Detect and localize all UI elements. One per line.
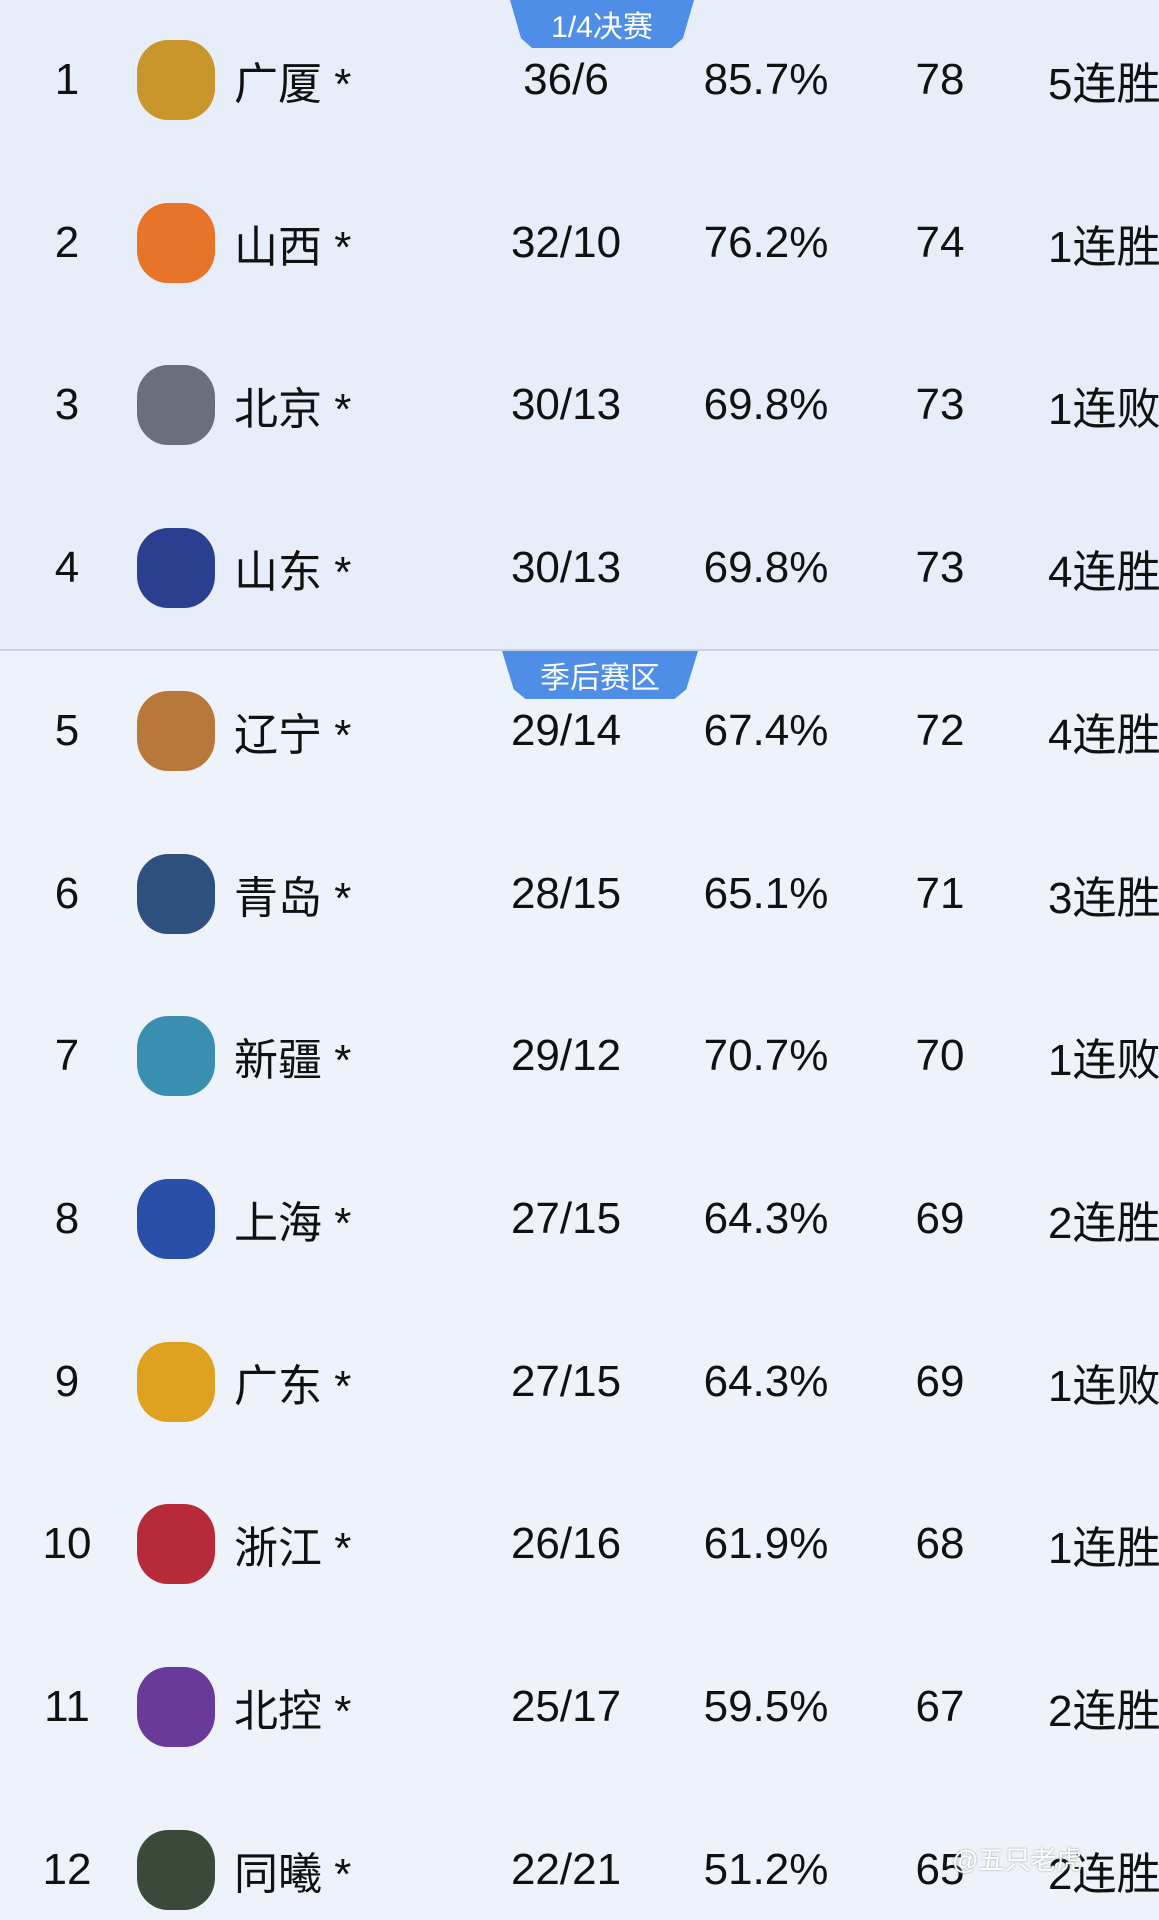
- team-name: 山西 *: [234, 222, 352, 272]
- quarterfinal-badge: 1/4决赛: [510, 0, 694, 48]
- table-row[interactable]: 6 青岛 * 28/15 65.1% 71 3连胜: [0, 844, 1159, 944]
- points: 73: [915, 380, 965, 430]
- team-logo-icon: [137, 1504, 215, 1585]
- win-pct: 64.3%: [703, 1356, 829, 1406]
- team-name: 同曦 *: [234, 1849, 352, 1899]
- win-pct: 69.8%: [703, 543, 829, 593]
- team-logo-icon: [137, 690, 215, 771]
- table-row[interactable]: 11 北控 * 25/17 59.5% 67 2连胜: [0, 1657, 1159, 1757]
- rank: 12: [42, 1844, 92, 1894]
- table-row[interactable]: 2 山西 * 32/10 76.2% 74 1连胜: [0, 193, 1159, 293]
- rank: 8: [54, 1193, 80, 1243]
- rank: 9: [54, 1356, 80, 1406]
- team-name: 青岛 *: [234, 873, 352, 923]
- win-pct: 70.7%: [703, 1031, 829, 1081]
- win-pct: 76.2%: [703, 217, 829, 267]
- streak: 1连败: [1048, 385, 1159, 435]
- streak: 1连败: [1048, 1361, 1159, 1411]
- win-pct: 64.3%: [703, 1193, 829, 1243]
- rank: 5: [54, 705, 80, 755]
- win-loss: 30/13: [510, 380, 622, 430]
- rank: 2: [54, 217, 80, 267]
- points: 70: [915, 1031, 965, 1081]
- streak: 5连胜: [1048, 60, 1159, 109]
- table-row[interactable]: 4 山东 * 30/13 69.8% 73 4连胜: [0, 518, 1159, 618]
- win-pct: 61.9%: [703, 1519, 829, 1569]
- streak: 2连胜: [1048, 1198, 1159, 1248]
- table-row[interactable]: 7 新疆 * 29/12 70.7% 70 1连败: [0, 1006, 1159, 1106]
- points: 67: [915, 1682, 965, 1731]
- points: 78: [915, 55, 965, 104]
- team-logo-icon: [137, 528, 215, 609]
- rank: 3: [54, 380, 80, 430]
- team-name: 辽宁 *: [234, 710, 352, 760]
- streak: 1连胜: [1048, 222, 1159, 272]
- win-loss: 28/15: [510, 868, 622, 918]
- team-logo-icon: [137, 202, 215, 283]
- team-name: 北控 *: [234, 1687, 352, 1736]
- win-loss: 27/15: [510, 1193, 622, 1243]
- team-logo-icon: [137, 1341, 215, 1422]
- streak: 3连胜: [1048, 873, 1159, 923]
- win-loss: 30/13: [510, 543, 622, 593]
- team-name: 山东 *: [234, 548, 352, 598]
- points: 73: [915, 543, 965, 593]
- table-row[interactable]: 1 广厦 * 36/6 85.7% 78 5连胜: [0, 30, 1159, 130]
- rank: 10: [42, 1519, 92, 1569]
- rank: 4: [54, 543, 80, 593]
- table-row[interactable]: 8 上海 * 27/15 64.3% 69 2连胜: [0, 1169, 1159, 1269]
- win-loss: 27/15: [510, 1356, 622, 1406]
- table-row[interactable]: 10 浙江 * 26/16 61.9% 68 1连胜: [0, 1494, 1159, 1594]
- streak: 1连胜: [1048, 1524, 1159, 1574]
- points: 72: [915, 705, 965, 755]
- table-row[interactable]: 9 广东 * 27/15 64.3% 69 1连败: [0, 1332, 1159, 1432]
- win-loss: 29/14: [510, 705, 622, 755]
- points: 69: [915, 1193, 965, 1243]
- table-row[interactable]: 5 辽宁 * 29/14 67.4% 72 4连胜: [0, 681, 1159, 781]
- team-logo-icon: [137, 40, 215, 120]
- streak: 4连胜: [1048, 710, 1159, 760]
- win-loss: 32/10: [510, 217, 622, 267]
- win-pct: 69.8%: [703, 380, 829, 430]
- streak: 4连胜: [1048, 548, 1159, 598]
- win-loss: 22/21: [510, 1844, 622, 1894]
- win-loss: 26/16: [510, 1519, 622, 1569]
- team-name: 新疆 *: [234, 1036, 352, 1086]
- team-logo-icon: [137, 1667, 215, 1747]
- points: 74: [915, 217, 965, 267]
- team-logo-icon: [137, 853, 215, 934]
- rank: 11: [44, 1682, 90, 1731]
- watermark: @五只老虎: [952, 1845, 1083, 1875]
- team-name: 浙江 *: [234, 1524, 352, 1574]
- win-pct: 65.1%: [703, 868, 829, 918]
- streak: 2连胜: [1048, 1687, 1159, 1736]
- win-pct: 67.4%: [703, 705, 829, 755]
- zone-divider: [0, 649, 1159, 651]
- win-loss: 36/6: [523, 55, 609, 104]
- win-pct: 59.5%: [703, 1682, 829, 1731]
- team-logo-icon: [137, 1016, 215, 1097]
- team-logo-icon: [137, 365, 215, 446]
- table-row[interactable]: 3 北京 * 30/13 69.8% 73 1连败: [0, 355, 1159, 455]
- rank: 6: [54, 868, 80, 918]
- team-logo-icon: [137, 1178, 215, 1259]
- win-pct: 51.2%: [703, 1844, 829, 1894]
- win-loss: 25/17: [510, 1682, 622, 1731]
- win-loss: 29/12: [510, 1031, 622, 1081]
- points: 68: [915, 1519, 965, 1569]
- win-pct: 85.7%: [703, 55, 829, 104]
- team-name: 广东 *: [234, 1361, 352, 1411]
- rank: 1: [54, 55, 80, 104]
- points: 69: [915, 1356, 965, 1406]
- playoff-badge: 季后赛区: [502, 651, 698, 699]
- team-name: 广厦 *: [234, 60, 352, 109]
- points: 71: [915, 868, 965, 918]
- team-name: 北京 *: [234, 385, 352, 435]
- team-logo-icon: [137, 1829, 215, 1910]
- rank: 7: [54, 1031, 80, 1081]
- team-name: 上海 *: [234, 1198, 352, 1248]
- streak: 1连败: [1048, 1036, 1159, 1086]
